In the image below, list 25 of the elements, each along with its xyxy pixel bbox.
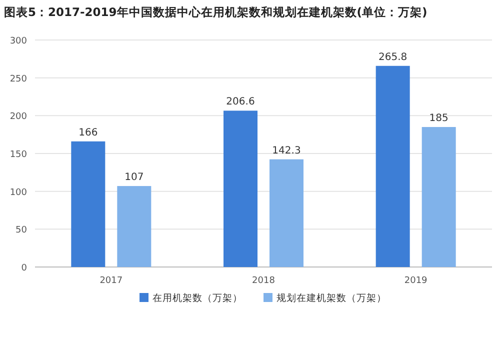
bar (224, 110, 258, 267)
y-tick-label: 200 (10, 112, 28, 122)
data-label: 185 (429, 113, 448, 124)
x-tick-label: 2017 (100, 276, 123, 286)
data-label: 142.3 (272, 145, 301, 156)
data-label: 206.6 (226, 96, 255, 108)
bar (376, 66, 410, 267)
y-tick-label: 300 (10, 36, 28, 46)
y-tick-label: 150 (10, 150, 28, 160)
bar (117, 186, 152, 267)
bar (422, 127, 456, 267)
data-label: 107 (124, 172, 144, 184)
legend-label: 在用机架数（万架） (152, 292, 242, 304)
y-tick-label: 100 (10, 188, 28, 198)
bar (270, 159, 304, 267)
x-tick-label: 2018 (252, 276, 276, 286)
legend-label: 规划在建机架数（万架） (276, 292, 386, 304)
y-tick-label: 0 (21, 264, 28, 274)
bar (71, 141, 106, 267)
data-label: 166 (78, 127, 98, 138)
y-tick-label: 250 (10, 74, 28, 84)
x-tick-label: 2019 (404, 276, 428, 286)
chart-title: 图表5：2017-2019年中国数据中心在用机架数和规划在建机架数(单位：万架) (4, 5, 428, 19)
y-tick-label: 50 (16, 226, 28, 236)
data-label: 265.8 (378, 52, 408, 63)
